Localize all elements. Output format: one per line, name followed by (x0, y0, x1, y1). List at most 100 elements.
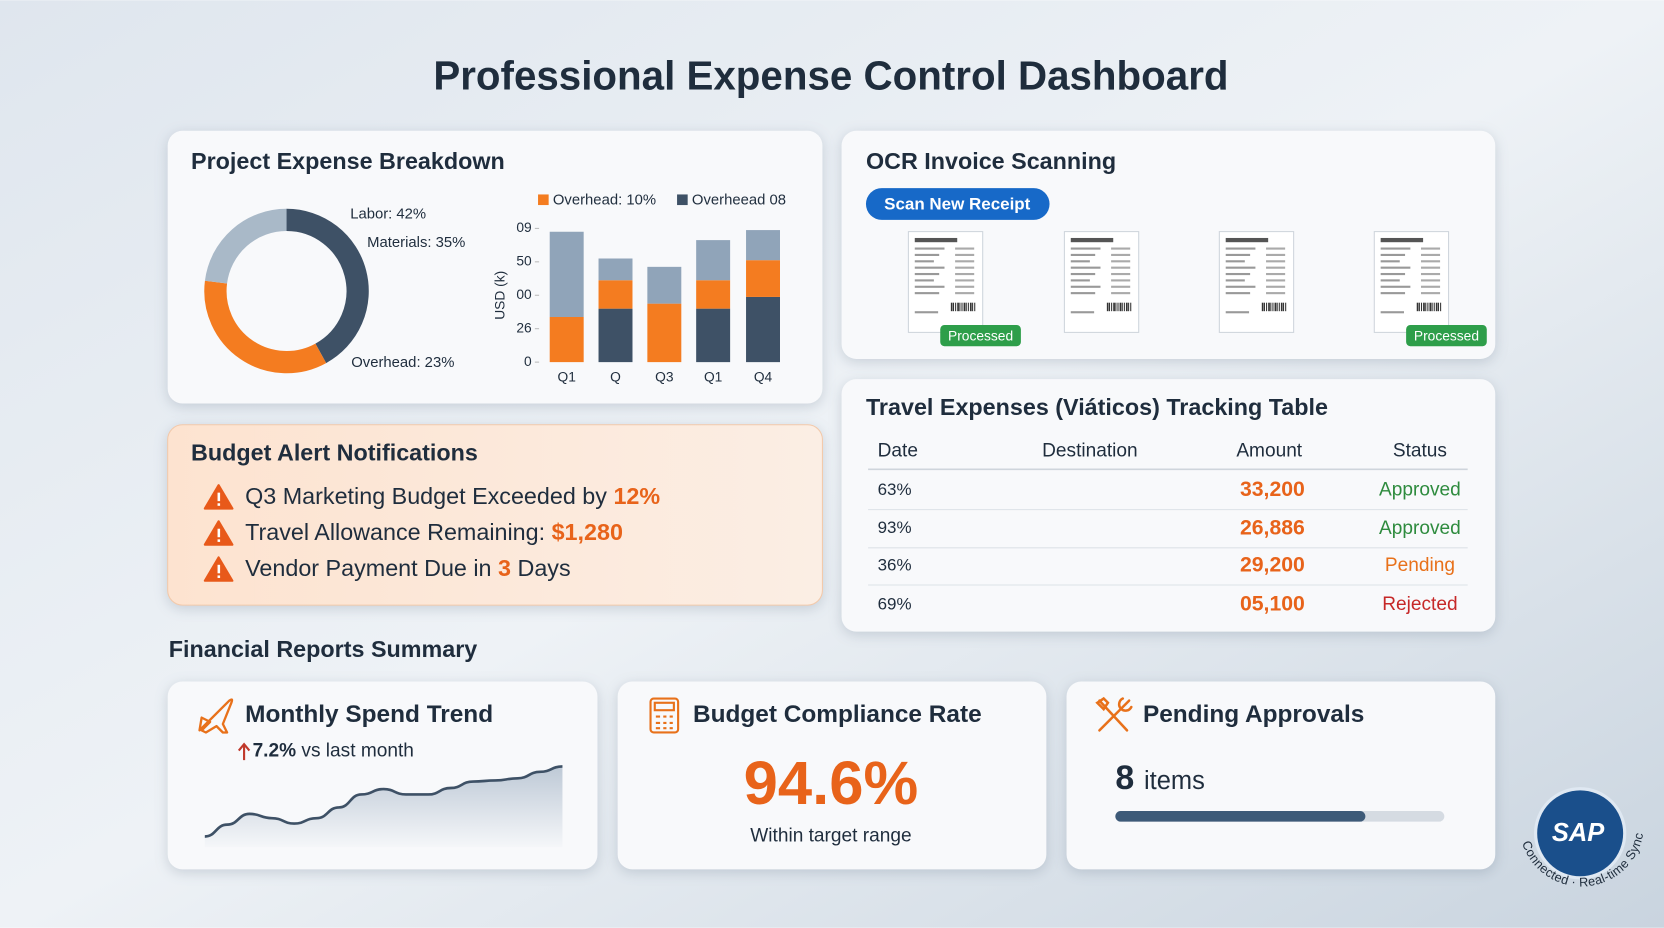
barcode-bar (1106, 302, 1109, 312)
cell-amount: 29,200 (1240, 553, 1305, 576)
receipt-line (955, 260, 975, 263)
alert-message: Days (511, 555, 571, 581)
barcode-bar (1119, 302, 1122, 312)
receipt-line (955, 266, 975, 269)
receipt-line (1225, 247, 1256, 250)
warning-dot (217, 575, 221, 578)
receipt-line (1266, 260, 1286, 263)
receipt-line (1070, 311, 1095, 314)
button-label[interactable]: Scan New Receipt (884, 195, 1031, 214)
barcode-bar (967, 302, 969, 312)
alert-text: Vendor Payment Due in 3 Days (245, 555, 570, 581)
cell-status: Pending (1385, 555, 1455, 576)
barcode-bar (1266, 302, 1268, 312)
alert-message: Travel Allowance Remaining: (245, 519, 551, 545)
card-title: Pending Approvals (1143, 701, 1364, 728)
receipt-line (1420, 292, 1441, 295)
barcode-bar (1272, 302, 1274, 312)
pending-count: 8 (1115, 759, 1134, 797)
legend-swatch (677, 194, 688, 206)
receipt-line (1111, 285, 1131, 288)
receipt-line (1266, 247, 1286, 250)
card (1066, 681, 1496, 870)
bar-segment (647, 266, 682, 304)
trend-change: 7.2% vs last month (253, 741, 414, 762)
receipt (1218, 231, 1295, 333)
donut-segment (204, 208, 287, 284)
receipt-line (1266, 266, 1286, 269)
barcode-bar (1416, 302, 1419, 312)
receipt-line (1380, 253, 1406, 256)
pending-unit: items (1144, 767, 1205, 795)
barcode-bar (1108, 302, 1111, 312)
receipt-line (914, 260, 934, 263)
receipt-line (1070, 253, 1096, 256)
receipt (1063, 231, 1140, 333)
receipt-header (914, 237, 958, 243)
receipt-line (1420, 253, 1441, 256)
status-badge (940, 324, 1021, 347)
receipt-line (1225, 311, 1250, 314)
page-title: Professional Expense Control Dashboard (433, 52, 1228, 98)
receipt-line (1420, 272, 1441, 276)
tools-icon (1095, 696, 1133, 732)
receipt-line (955, 279, 975, 282)
progress-fill (1115, 811, 1366, 822)
receipt-line (1420, 247, 1441, 250)
receipt-line (1111, 260, 1131, 263)
barcode-bar (1111, 302, 1113, 312)
receipt-line (1380, 266, 1411, 269)
barcode-bar (1115, 302, 1117, 312)
receipt-line (955, 285, 975, 288)
receipt-line (1070, 285, 1101, 288)
y-tick-label: 00 (516, 287, 532, 302)
receipt-line (1070, 260, 1090, 263)
cell-date: 63% (878, 480, 912, 499)
receipt-line (914, 272, 940, 276)
bar-segment (598, 258, 633, 281)
card-title: Travel Expenses (Viáticos) Tracking Tabl… (866, 394, 1328, 420)
card-title: Budget Compliance Rate (693, 701, 982, 728)
barcode-bar (1435, 302, 1438, 312)
cell-status: Approved (1379, 480, 1461, 501)
receipt-line (955, 253, 975, 256)
barcode-bar (1437, 302, 1440, 312)
alert-highlight: 3 (498, 555, 511, 581)
receipt-line (1070, 247, 1101, 250)
receipt-line (914, 292, 940, 295)
alert-text: Travel Allowance Remaining: $1,280 (245, 519, 623, 545)
donut-segment (286, 208, 369, 364)
receipt-line (1111, 253, 1131, 256)
trend-line (204, 765, 563, 838)
cell-date: 36% (878, 555, 912, 574)
receipt-line (1420, 266, 1441, 269)
barcode-bar (1274, 302, 1277, 312)
receipt-line (1380, 279, 1400, 282)
cell-status: Approved (1379, 518, 1461, 539)
cell-amount: 26,886 (1240, 516, 1305, 539)
receipt-line (1070, 292, 1096, 295)
receipt-line (955, 272, 975, 276)
card-title: OCR Invoice Scanning (866, 148, 1116, 174)
status-badge-label: Processed (948, 328, 1013, 343)
compliance-caption: Within target range (750, 826, 911, 847)
bar-segment (598, 308, 633, 363)
donut-label: Labor: 42% (350, 207, 426, 223)
bar-segment (549, 231, 584, 317)
barcode-bar (1121, 302, 1123, 312)
barcode-bar (1431, 302, 1433, 312)
cell-amount: 05,100 (1240, 593, 1305, 616)
receipt-line (1380, 292, 1406, 295)
warning-mark (217, 492, 221, 502)
receipt-line (955, 247, 975, 250)
scan-button[interactable] (865, 188, 1050, 220)
bar-segment (696, 280, 731, 309)
barcode-bar (1425, 302, 1427, 312)
receipt-line (1266, 253, 1286, 256)
barcode-bar (1280, 302, 1283, 312)
barcode-bar (1261, 302, 1264, 312)
legend-label: Overhead: 10% (553, 193, 656, 209)
cell-date: 69% (878, 595, 912, 614)
